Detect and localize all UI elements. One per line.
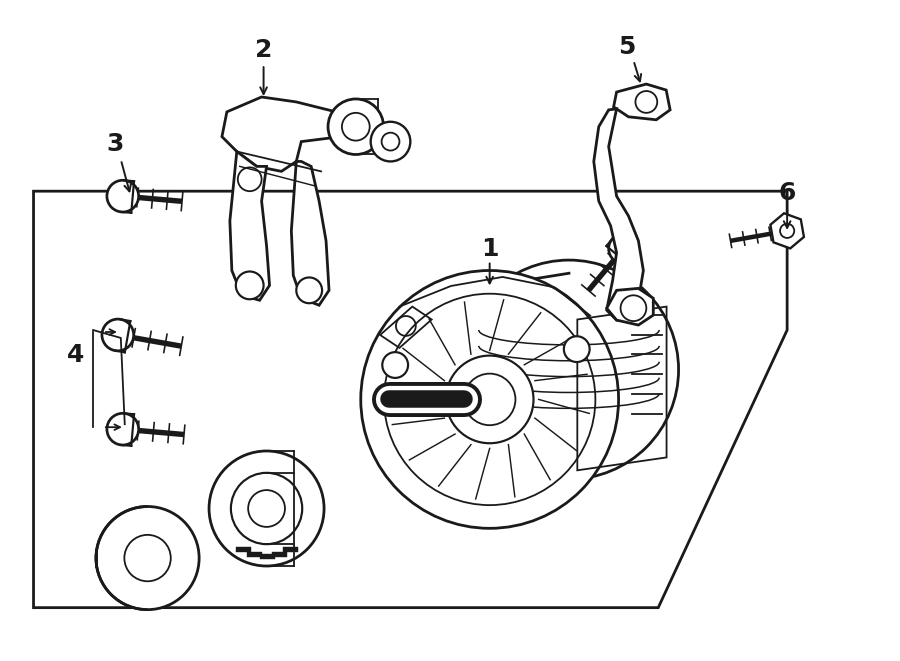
Circle shape <box>361 270 618 528</box>
Polygon shape <box>770 214 804 249</box>
Circle shape <box>780 224 794 238</box>
Circle shape <box>371 122 410 161</box>
Circle shape <box>209 451 324 566</box>
Text: 1: 1 <box>481 237 499 260</box>
Circle shape <box>328 99 383 155</box>
Circle shape <box>608 234 638 264</box>
Polygon shape <box>607 288 653 325</box>
Circle shape <box>296 278 322 303</box>
Circle shape <box>236 272 264 299</box>
Circle shape <box>107 413 139 445</box>
Circle shape <box>382 352 408 378</box>
Circle shape <box>563 336 590 362</box>
Polygon shape <box>230 151 269 300</box>
Circle shape <box>96 506 199 609</box>
Polygon shape <box>614 84 670 120</box>
Circle shape <box>102 319 134 351</box>
Text: 6: 6 <box>778 181 796 205</box>
Circle shape <box>107 180 139 212</box>
Text: 3: 3 <box>106 132 123 155</box>
Polygon shape <box>594 109 644 320</box>
Polygon shape <box>222 97 341 171</box>
Circle shape <box>446 356 534 444</box>
Polygon shape <box>292 161 329 305</box>
Text: 4: 4 <box>67 343 84 367</box>
Text: 2: 2 <box>255 38 273 62</box>
Text: 5: 5 <box>617 36 635 59</box>
Circle shape <box>238 167 262 191</box>
